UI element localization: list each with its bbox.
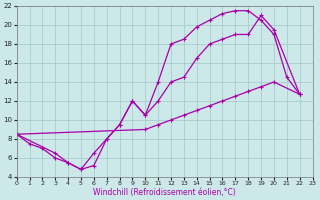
X-axis label: Windchill (Refroidissement éolien,°C): Windchill (Refroidissement éolien,°C): [93, 188, 236, 197]
